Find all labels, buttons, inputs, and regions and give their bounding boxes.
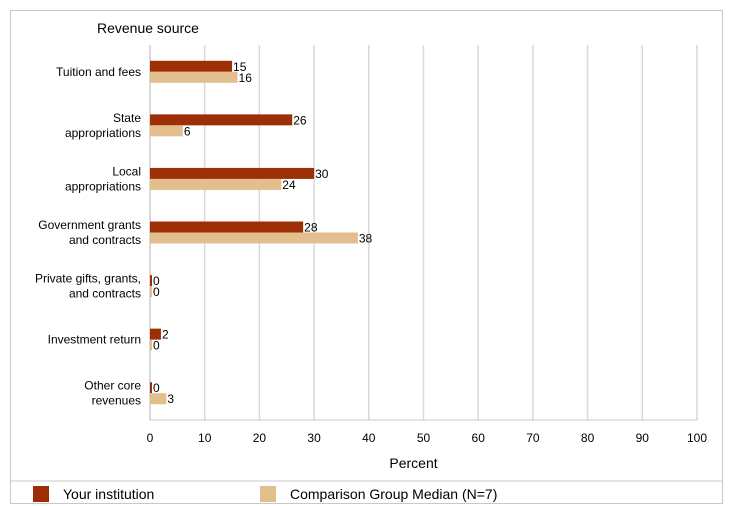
data-label: 38 (359, 232, 373, 246)
data-label: 30 (315, 167, 329, 181)
bar-comparison-median (150, 339, 152, 351)
x-tick-label-100: 100 (687, 431, 707, 445)
bar-your-institution (150, 114, 293, 126)
category-label: State (113, 111, 141, 125)
category-label: Other core (84, 379, 141, 393)
bar-comparison-median (150, 178, 282, 190)
x-tick-label-50: 50 (417, 431, 431, 445)
bar-your-institution (150, 167, 315, 179)
category-label: Private gifts, grants, (35, 272, 141, 286)
data-label: 6 (184, 124, 191, 138)
bar-your-institution (150, 275, 152, 287)
bar-your-institution (150, 221, 304, 233)
category-label: Government grants (38, 218, 141, 232)
category-label: Local (112, 164, 141, 178)
category-label: Tuition and fees (56, 65, 141, 79)
bar-your-institution (150, 60, 233, 72)
chart-title: Revenue source (97, 20, 199, 36)
x-tick-label-60: 60 (472, 431, 486, 445)
bar-comparison-median (150, 71, 238, 83)
x-tick-label-70: 70 (526, 431, 540, 445)
x-tick-label-40: 40 (362, 431, 376, 445)
bar-your-institution (150, 382, 152, 394)
x-tick-label-20: 20 (253, 431, 267, 445)
x-tick-label-0: 0 (147, 431, 154, 445)
data-label: 2 (162, 328, 169, 342)
data-label: 16 (239, 71, 253, 85)
x-tick-label-30: 30 (307, 431, 321, 445)
category-label: appropriations (65, 126, 141, 140)
data-label: 0 (153, 285, 160, 299)
bar-comparison-median (150, 393, 167, 405)
data-label: 15 (233, 60, 247, 74)
data-label: 0 (153, 339, 160, 353)
legend-swatch (33, 486, 49, 502)
category-label: appropriations (65, 179, 141, 193)
data-label: 24 (282, 178, 296, 192)
category-label: revenues (92, 394, 141, 408)
data-label: 3 (167, 392, 174, 406)
legend-label: Comparison Group Median (N=7) (290, 486, 497, 502)
chart-frame (10, 10, 723, 504)
bar-comparison-median (150, 232, 358, 244)
x-tick-label-10: 10 (198, 431, 212, 445)
data-label: 26 (293, 113, 307, 127)
legend-swatch (260, 486, 276, 502)
data-label: 0 (153, 381, 160, 395)
data-label: 0 (153, 274, 160, 288)
bar-comparison-median (150, 286, 152, 298)
x-axis-label: Percent (389, 455, 437, 471)
category-label: and contracts (69, 287, 141, 301)
x-tick-label-90: 90 (636, 431, 650, 445)
category-label: Investment return (48, 333, 141, 347)
data-label: 28 (304, 221, 318, 235)
legend-label: Your institution (63, 486, 154, 502)
bar-your-institution (150, 328, 161, 340)
x-tick-label-80: 80 (581, 431, 595, 445)
bar-comparison-median (150, 125, 183, 137)
category-label: and contracts (69, 233, 141, 247)
